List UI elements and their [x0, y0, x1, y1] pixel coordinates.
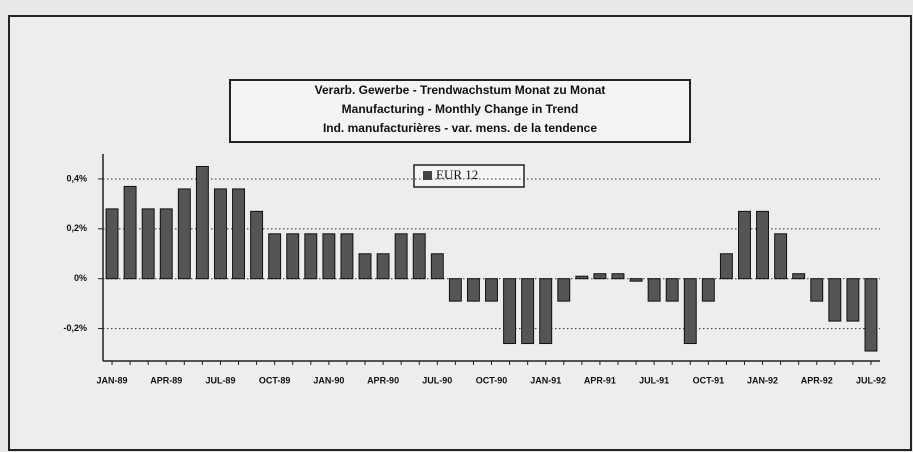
bar — [738, 210, 751, 280]
bar — [521, 278, 535, 345]
y-tick-label: 0,4% — [66, 173, 87, 183]
bar — [213, 188, 227, 280]
x-tick-label: APR-91 — [584, 375, 616, 385]
x-tick-label: APR-92 — [801, 375, 833, 385]
x-tick-label: OCT-89 — [259, 375, 291, 385]
chart-title: Ind. manufacturières - var. mens. de la … — [323, 121, 597, 135]
bar — [177, 188, 191, 280]
bar — [683, 278, 697, 345]
x-tick-label: OCT-91 — [693, 375, 725, 385]
bar — [448, 278, 462, 302]
x-tick-label: JUL-89 — [205, 375, 235, 385]
bar — [611, 273, 625, 280]
y-tick-label: 0,2% — [66, 223, 87, 233]
bar — [430, 253, 444, 280]
bar — [286, 233, 300, 280]
bar — [503, 278, 517, 345]
bar — [268, 233, 282, 280]
x-tick-label: OCT-90 — [476, 375, 508, 385]
x-tick-label: JAN-91 — [530, 375, 561, 385]
bar — [376, 253, 390, 280]
title-box — [229, 79, 691, 143]
bar — [846, 278, 860, 322]
bar — [593, 273, 607, 280]
x-tick-label: JAN-90 — [313, 375, 344, 385]
bar — [557, 278, 571, 302]
bar — [322, 233, 336, 280]
bar — [828, 278, 842, 322]
bar — [647, 278, 661, 302]
y-tick-label: -0,2% — [63, 323, 87, 333]
bar — [774, 233, 788, 280]
x-tick-label: APR-90 — [367, 375, 399, 385]
bar — [358, 253, 372, 280]
x-tick-label: JUL-91 — [639, 375, 669, 385]
x-tick-label: JAN-89 — [97, 375, 128, 385]
x-tick-label: JUL-92 — [856, 375, 886, 385]
bar — [159, 208, 173, 280]
bar — [141, 208, 155, 280]
bar — [665, 278, 679, 302]
bar — [394, 233, 408, 280]
legend-label: EUR 12 — [436, 167, 478, 182]
bar — [340, 233, 354, 280]
bar — [792, 273, 806, 280]
x-tick-label: JUL-90 — [422, 375, 452, 385]
bar — [304, 233, 318, 280]
bar — [123, 185, 137, 280]
bar — [719, 253, 733, 280]
bar — [756, 210, 770, 280]
bar — [810, 278, 824, 302]
bar — [485, 278, 498, 302]
bar — [195, 165, 209, 280]
bar — [864, 278, 878, 352]
chart-title: Manufacturing - Monthly Change in Trend — [342, 102, 579, 116]
bar — [539, 278, 553, 345]
x-tick-label: APR-89 — [150, 375, 182, 385]
x-tick-label: JAN-92 — [747, 375, 778, 385]
chart-title: Verarb. Gewerbe - Trendwachstum Monat zu… — [315, 83, 606, 97]
bar — [701, 278, 715, 302]
bar — [250, 210, 264, 280]
bar — [105, 208, 119, 280]
bar — [466, 278, 480, 302]
bar — [232, 188, 245, 280]
bar — [412, 233, 426, 280]
bar — [575, 275, 589, 280]
bar — [629, 278, 643, 282]
legend-box — [413, 164, 525, 188]
legend-swatch — [423, 171, 432, 180]
y-tick-label: 0% — [74, 273, 87, 283]
